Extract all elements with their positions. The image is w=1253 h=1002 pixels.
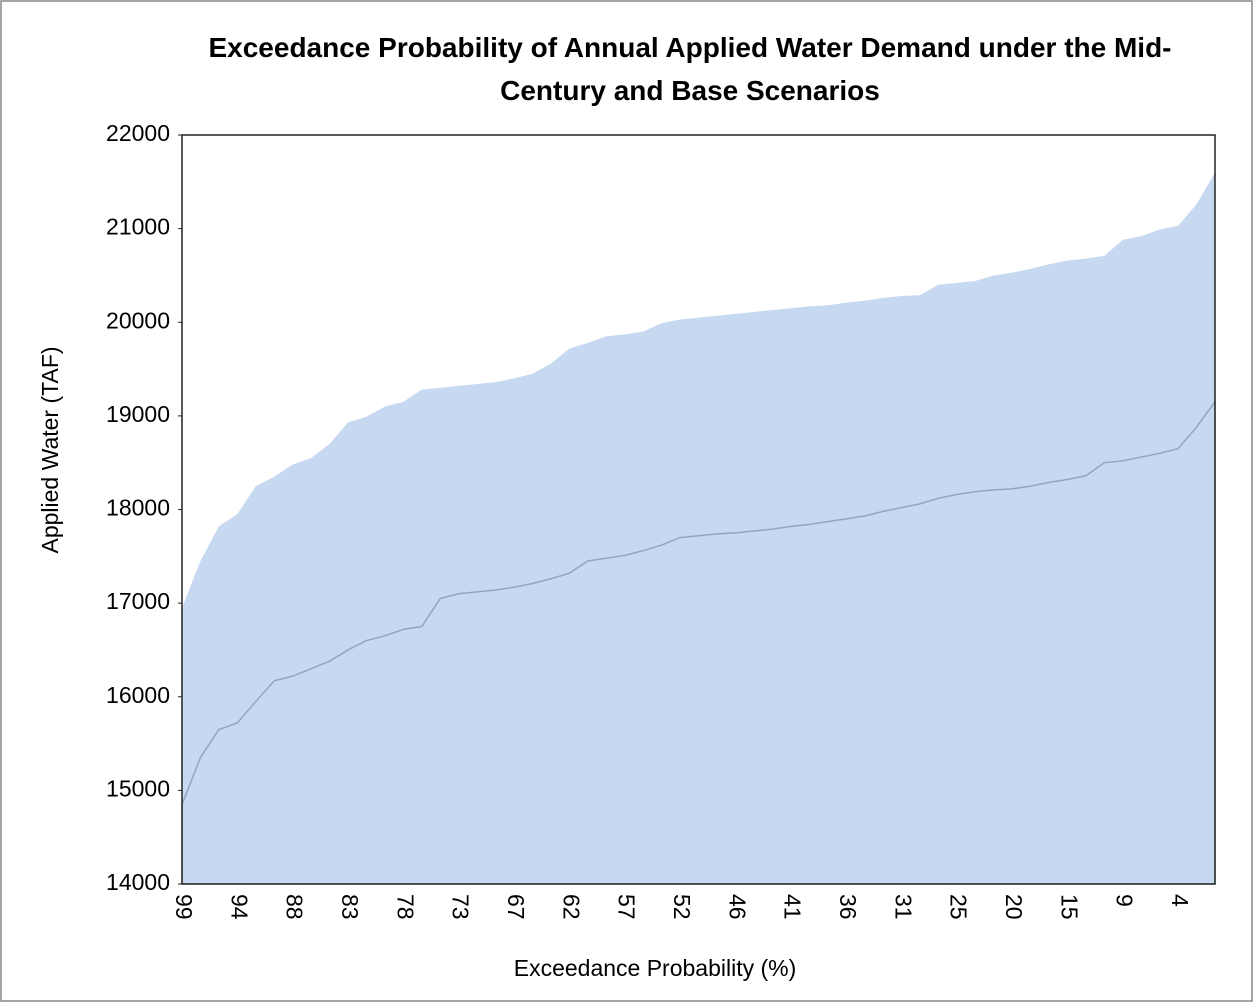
y-tick-label: 16000 <box>106 682 170 708</box>
x-tick-label: 4 <box>1167 894 1193 907</box>
y-tick-label: 18000 <box>106 495 170 521</box>
x-tick-label: 99 <box>171 894 197 920</box>
y-tick-label: 14000 <box>106 869 170 895</box>
x-tick-label: 94 <box>226 894 252 920</box>
x-tick-label: 46 <box>724 894 750 920</box>
x-tick-label: 31 <box>890 894 916 920</box>
x-tick-label: 67 <box>503 894 529 920</box>
x-tick-label: 41 <box>780 894 806 920</box>
x-tick-label: 88 <box>282 894 308 920</box>
y-tick-label: 17000 <box>106 588 170 614</box>
x-tick-label: 36 <box>835 894 861 920</box>
x-tick-label: 52 <box>669 894 695 920</box>
y-axis-label: Applied Water (TAF) <box>37 346 63 553</box>
area <box>181 399 1216 885</box>
x-tick-label: 15 <box>1056 894 1082 920</box>
x-tick-label: 78 <box>392 894 418 920</box>
y-tick-label: 21000 <box>106 214 170 240</box>
x-tick-label: 83 <box>337 894 363 920</box>
x-tick-label: 57 <box>614 894 640 920</box>
x-tick-label: 20 <box>1001 894 1027 920</box>
x-tick-label: 9 <box>1112 894 1138 907</box>
x-axis-label: Exceedance Probability (%) <box>514 955 797 981</box>
y-tick-label: 22000 <box>106 120 170 146</box>
y-tick-label: 20000 <box>106 307 170 333</box>
x-tick-label: 73 <box>448 894 474 920</box>
y-tick-label: 15000 <box>106 775 170 801</box>
x-tick-label: 62 <box>558 894 584 920</box>
y-tick-label: 19000 <box>106 401 170 427</box>
x-tick-label: 25 <box>946 894 972 920</box>
chart-title: Exceedance Probability of Annual Applied… <box>208 32 1172 106</box>
plot-area <box>181 172 1216 885</box>
